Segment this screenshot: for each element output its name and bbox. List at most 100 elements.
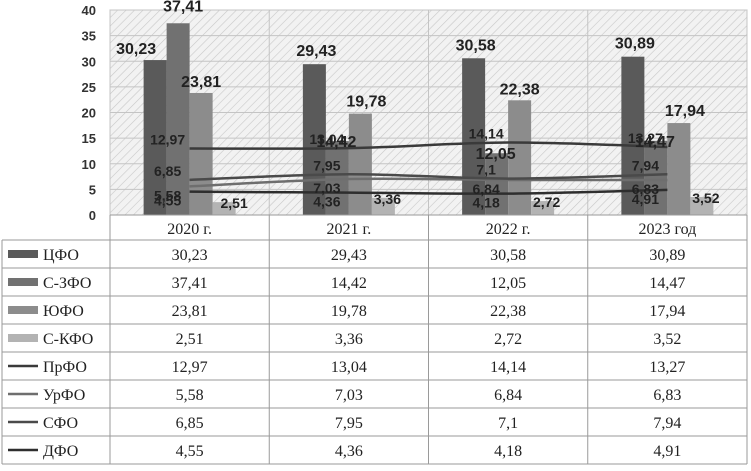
bar-с-зфо (644, 140, 668, 215)
table-cell: 7,1 (498, 415, 518, 432)
bar-data-label: 2,51 (221, 195, 248, 211)
bar-data-label: 37,41 (163, 0, 203, 15)
bar-юфо (348, 113, 372, 215)
table-cell: 6,83 (653, 387, 681, 404)
bar-юфо (508, 100, 532, 215)
bar-data-label: 22,38 (500, 81, 540, 98)
category-label: 2020 г. (167, 221, 212, 238)
line-data-label: 7,94 (632, 157, 659, 173)
table-cell: 2,72 (494, 331, 522, 348)
line-data-label: 12,97 (150, 132, 185, 148)
line-data-label: 13,27 (628, 130, 663, 146)
table-row: ЦФО 30,23 29,43 30,58 30,89 (8, 247, 685, 264)
bar-data-label: 14,47 (635, 134, 675, 151)
table-cell: 22,38 (490, 303, 526, 320)
table-cell: 4,91 (653, 443, 681, 460)
line-data-label: 6,85 (154, 163, 181, 179)
table-cell: 4,55 (176, 443, 204, 460)
table-cell: 14,14 (490, 359, 526, 376)
bar-цфо (143, 60, 167, 215)
bar-цфо (302, 64, 326, 215)
table-cell: 7,95 (335, 415, 363, 432)
bar-data-label: 3,36 (374, 191, 401, 207)
table-cell: 7,03 (335, 387, 363, 404)
y-tick-label: 30 (82, 54, 96, 69)
data-table: 2020 г. 2021 г. 2022 г. 2023 год ЦФО 30,23 29,… (1, 214, 748, 465)
line-data-label: 7,03 (313, 180, 340, 196)
legend-key-bar (8, 250, 38, 258)
table-cell: 7,94 (653, 415, 681, 432)
line-урфо (189, 177, 668, 188)
table-cell: 6,84 (494, 387, 522, 404)
table-cell: 30,23 (172, 247, 208, 264)
legend-label: ПрФО (43, 359, 87, 376)
table-row: СФО 6,85 7,95 7,1 7,94 (8, 415, 681, 432)
legend-key-bar (8, 334, 38, 342)
category-label: 2023 год (638, 221, 696, 238)
line-data-label: 6,84 (473, 181, 500, 197)
table-cell: 2,51 (176, 331, 204, 348)
bar-data-label: 17,94 (665, 103, 705, 120)
bar-data-label: 12,05 (476, 146, 516, 163)
y-tick-label: 0 (89, 208, 96, 223)
table-cell: 12,97 (172, 359, 208, 376)
table-cell: 4,36 (335, 443, 363, 460)
bar-цфо (462, 58, 486, 216)
table-cell: 13,04 (331, 359, 367, 376)
table-cell: 17,94 (649, 303, 685, 320)
table-cell: 4,18 (494, 443, 522, 460)
table-cell: 30,89 (649, 247, 685, 264)
y-tick-label: 25 (82, 80, 96, 95)
line-data-label: 14,14 (469, 126, 504, 142)
bar-с-зфо (166, 23, 190, 216)
line-data-label: 4,18 (473, 195, 500, 211)
bar-с-зфо (485, 153, 509, 215)
table-cell: 13,27 (649, 359, 685, 376)
line-дфо (189, 188, 668, 195)
category-label: 2022 г. (486, 221, 531, 238)
line-сфо (189, 173, 668, 182)
legend-label: УрФО (43, 387, 85, 404)
table-cell: 23,81 (172, 303, 208, 320)
table-cell: 19,78 (331, 303, 367, 320)
bar-data-label: 19,78 (346, 94, 386, 111)
y-tick-label: 15 (82, 131, 96, 146)
bar-data-label: 23,81 (181, 74, 221, 91)
line-series (189, 141, 668, 195)
y-tick-label: 5 (89, 182, 96, 197)
line-data-label: 7,1 (476, 162, 496, 178)
bar-data-label: 29,43 (296, 43, 336, 60)
legend-label: С-ЗФО (43, 275, 91, 292)
line-data-label: 5,58 (154, 187, 181, 203)
y-tick-label: 35 (82, 29, 96, 44)
line-data-label: 13,04 (309, 131, 344, 147)
y-tick-label: 40 (82, 3, 96, 18)
bar-юфо (189, 92, 213, 215)
table-cell: 37,41 (172, 275, 208, 292)
table-cell: 12,05 (490, 275, 526, 292)
bar-data-label: 2,72 (533, 194, 560, 210)
legend-label: ЮФО (43, 303, 84, 320)
table-cell: 30,58 (490, 247, 526, 264)
legend-label: ЦФО (43, 247, 79, 264)
line-data-label: 4,55 (154, 193, 181, 209)
bar-с-кфо (531, 201, 555, 215)
y-axis: 0 5 10 15 20 25 30 35 40 (82, 3, 96, 223)
line-data-label: 4,91 (632, 191, 659, 207)
data-labels: 30,23 29,43 30,58 30,89 37,41 14,42 12,05 14,47… (116, 0, 720, 211)
bar-с-кфо (212, 202, 236, 215)
table-cell: 14,42 (331, 275, 367, 292)
table-cell: 3,36 (335, 331, 363, 348)
line-data-label: 6,83 (632, 181, 659, 197)
legend-key-bar (8, 278, 38, 286)
category-label: 2021 г. (326, 221, 371, 238)
table-cell: 3,52 (653, 331, 681, 348)
bar-data-label: 30,58 (456, 37, 496, 54)
legend-label: С-КФО (43, 331, 93, 348)
table-cell: 5,58 (176, 387, 204, 404)
bar-юфо (667, 123, 691, 215)
table-row: С-ЗФО 37,41 14,42 12,05 14,47 (8, 275, 685, 292)
table-row: С-КФО 2,51 3,36 2,72 3,52 (8, 331, 681, 348)
line-data-label: 4,36 (313, 194, 340, 210)
